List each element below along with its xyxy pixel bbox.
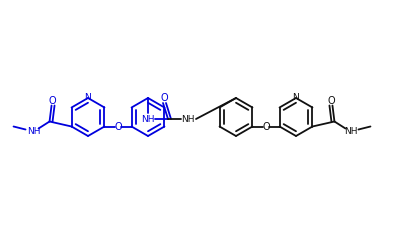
Text: NH: NH — [141, 114, 155, 124]
Text: O: O — [262, 121, 270, 132]
Text: O: O — [328, 95, 335, 106]
Text: N: N — [85, 94, 91, 102]
Text: N: N — [293, 94, 299, 102]
Text: O: O — [114, 121, 122, 132]
Text: O: O — [160, 93, 168, 103]
Text: O: O — [49, 95, 56, 106]
Text: NH: NH — [344, 127, 357, 136]
Text: NH: NH — [27, 127, 40, 136]
Text: NH: NH — [181, 114, 195, 124]
